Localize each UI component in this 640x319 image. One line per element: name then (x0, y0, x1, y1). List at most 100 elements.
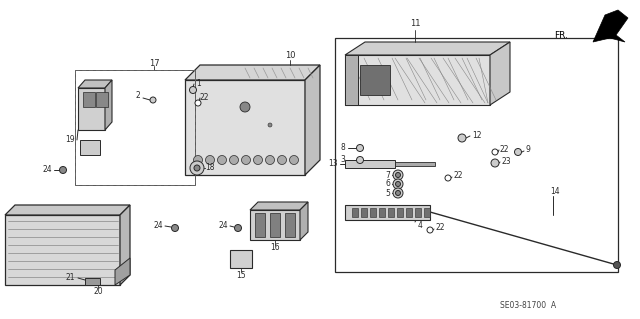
Text: 11: 11 (410, 19, 420, 28)
Circle shape (278, 155, 287, 165)
Circle shape (458, 134, 466, 142)
Polygon shape (424, 208, 430, 217)
Text: 2: 2 (135, 92, 140, 100)
Circle shape (205, 155, 214, 165)
Circle shape (492, 149, 498, 155)
Circle shape (241, 155, 250, 165)
Polygon shape (360, 65, 390, 95)
Polygon shape (370, 208, 376, 217)
Circle shape (234, 225, 241, 232)
Polygon shape (270, 213, 280, 237)
Text: 12: 12 (472, 130, 481, 139)
Text: 22: 22 (436, 224, 445, 233)
Text: 24: 24 (218, 220, 228, 229)
Polygon shape (415, 208, 421, 217)
Circle shape (172, 225, 179, 232)
Polygon shape (361, 208, 367, 217)
Circle shape (150, 97, 156, 103)
Circle shape (60, 167, 67, 174)
Text: 22: 22 (454, 172, 463, 181)
Circle shape (396, 173, 401, 177)
Text: 5: 5 (385, 189, 390, 197)
Polygon shape (230, 250, 252, 268)
Circle shape (393, 179, 403, 189)
Polygon shape (305, 65, 320, 175)
Polygon shape (490, 42, 510, 105)
Polygon shape (255, 213, 265, 237)
Circle shape (189, 86, 196, 93)
Text: 18: 18 (205, 164, 214, 173)
Circle shape (289, 155, 298, 165)
Polygon shape (406, 208, 412, 217)
Text: 6: 6 (385, 180, 390, 189)
Circle shape (253, 155, 262, 165)
Text: 17: 17 (148, 58, 159, 68)
Polygon shape (78, 80, 112, 88)
Polygon shape (105, 80, 112, 130)
Polygon shape (115, 258, 130, 285)
Polygon shape (352, 208, 358, 217)
Polygon shape (250, 210, 300, 240)
Polygon shape (345, 55, 358, 105)
Polygon shape (5, 205, 130, 215)
Text: 8: 8 (340, 144, 345, 152)
Text: 20: 20 (93, 287, 103, 296)
Polygon shape (345, 205, 430, 220)
Circle shape (614, 262, 621, 269)
Text: 21: 21 (65, 272, 75, 281)
Polygon shape (395, 162, 435, 166)
Text: 24: 24 (154, 220, 163, 229)
Circle shape (393, 170, 403, 180)
Polygon shape (345, 160, 395, 168)
Polygon shape (345, 55, 490, 105)
Circle shape (194, 165, 200, 171)
Circle shape (445, 175, 451, 181)
Polygon shape (250, 202, 308, 210)
Polygon shape (388, 208, 394, 217)
Circle shape (396, 182, 401, 187)
Circle shape (193, 155, 202, 165)
Circle shape (396, 190, 401, 196)
Circle shape (230, 155, 239, 165)
Text: 1: 1 (196, 78, 201, 87)
Text: 16: 16 (270, 243, 280, 253)
Circle shape (266, 155, 275, 165)
Circle shape (356, 145, 364, 152)
Circle shape (393, 188, 403, 198)
Text: 19: 19 (65, 136, 75, 145)
Polygon shape (397, 208, 403, 217)
Polygon shape (185, 80, 305, 175)
Polygon shape (120, 205, 130, 285)
Text: 4: 4 (418, 220, 423, 229)
Polygon shape (379, 208, 385, 217)
Circle shape (218, 155, 227, 165)
Circle shape (427, 227, 433, 233)
Polygon shape (335, 38, 618, 272)
Text: 9: 9 (525, 145, 530, 154)
Circle shape (190, 161, 204, 175)
Circle shape (356, 157, 364, 164)
Text: 24: 24 (42, 166, 52, 174)
Polygon shape (285, 213, 295, 237)
Polygon shape (80, 140, 100, 155)
Circle shape (240, 102, 250, 112)
Text: 15: 15 (236, 271, 246, 280)
Text: 3: 3 (340, 155, 345, 165)
Text: 10: 10 (285, 50, 295, 60)
Text: 14: 14 (550, 188, 559, 197)
Polygon shape (85, 278, 100, 285)
Polygon shape (96, 92, 108, 107)
Text: 22: 22 (500, 145, 509, 153)
Text: 23: 23 (502, 157, 511, 166)
Circle shape (195, 100, 201, 106)
Polygon shape (5, 215, 120, 285)
Text: FR.: FR. (554, 31, 568, 40)
Text: SE03-81700  A: SE03-81700 A (500, 300, 556, 309)
Polygon shape (83, 92, 95, 107)
Polygon shape (300, 202, 308, 240)
Polygon shape (345, 42, 510, 55)
Polygon shape (185, 65, 320, 80)
Text: 7: 7 (385, 170, 390, 180)
Text: 22: 22 (200, 93, 209, 101)
Circle shape (268, 123, 272, 127)
